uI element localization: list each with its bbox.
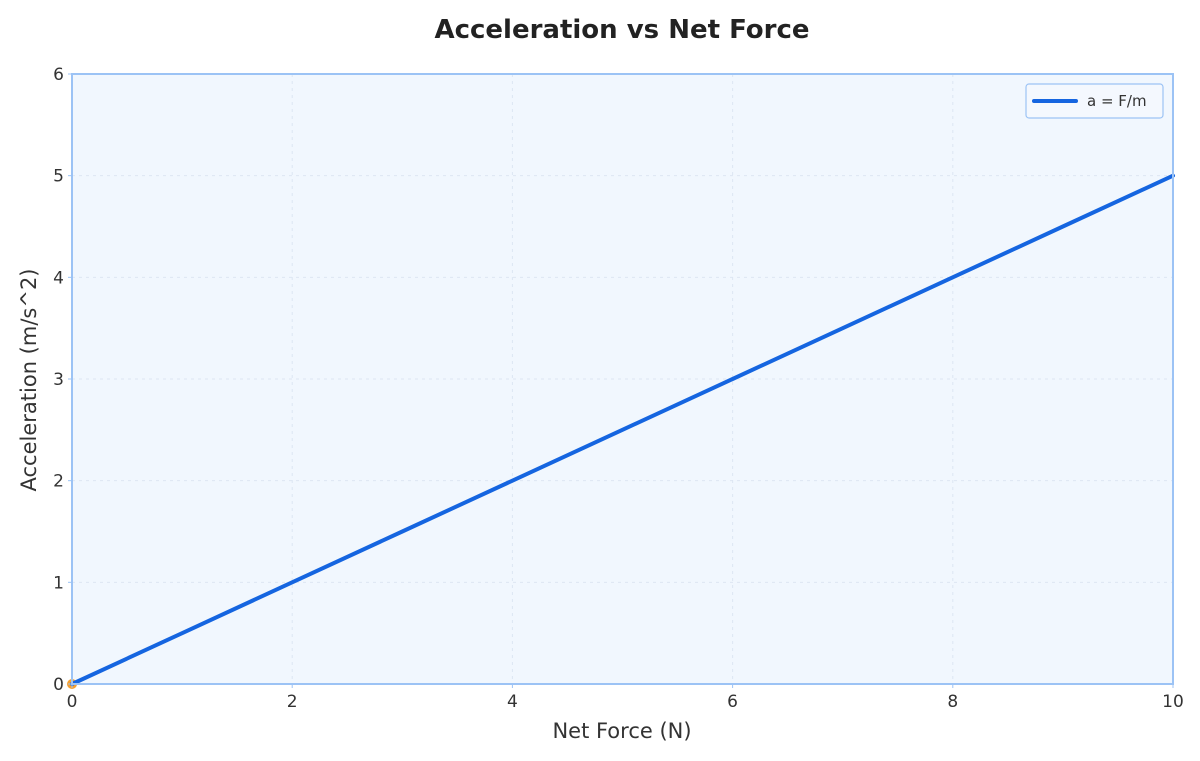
x-tick-label: 8 — [947, 692, 958, 712]
y-tick-label: 5 — [53, 167, 64, 187]
y-tick-label: 6 — [53, 65, 64, 85]
legend-entry-label: a = F/m — [1087, 92, 1147, 110]
y-tick-label: 1 — [53, 573, 64, 593]
legend-box — [1025, 83, 1164, 119]
y-axis-label: Acceleration (m/s^2) — [17, 269, 41, 492]
x-axis-ticks: 0 2 4 6 8 10 — [67, 684, 1184, 712]
y-tick-label: 0 — [53, 675, 64, 695]
grid — [72, 74, 1173, 684]
x-tick-label: 2 — [287, 692, 298, 712]
legend: a = F/m — [1025, 83, 1164, 119]
x-tick-label: 4 — [507, 692, 518, 712]
y-tick-label: 3 — [53, 370, 64, 390]
chart-title: Acceleration vs Net Force — [434, 15, 809, 45]
plot-area — [72, 74, 1173, 684]
y-tick-label: 4 — [53, 268, 64, 288]
x-axis-label: Net Force (N) — [552, 719, 691, 743]
y-axis-ticks: 0 1 2 3 4 5 6 — [53, 65, 72, 695]
y-tick-label: 2 — [53, 472, 64, 492]
x-tick-label: 0 — [67, 692, 78, 712]
x-tick-label: 10 — [1162, 692, 1184, 712]
x-tick-label: 6 — [727, 692, 738, 712]
series-line — [70, 173, 1175, 686]
